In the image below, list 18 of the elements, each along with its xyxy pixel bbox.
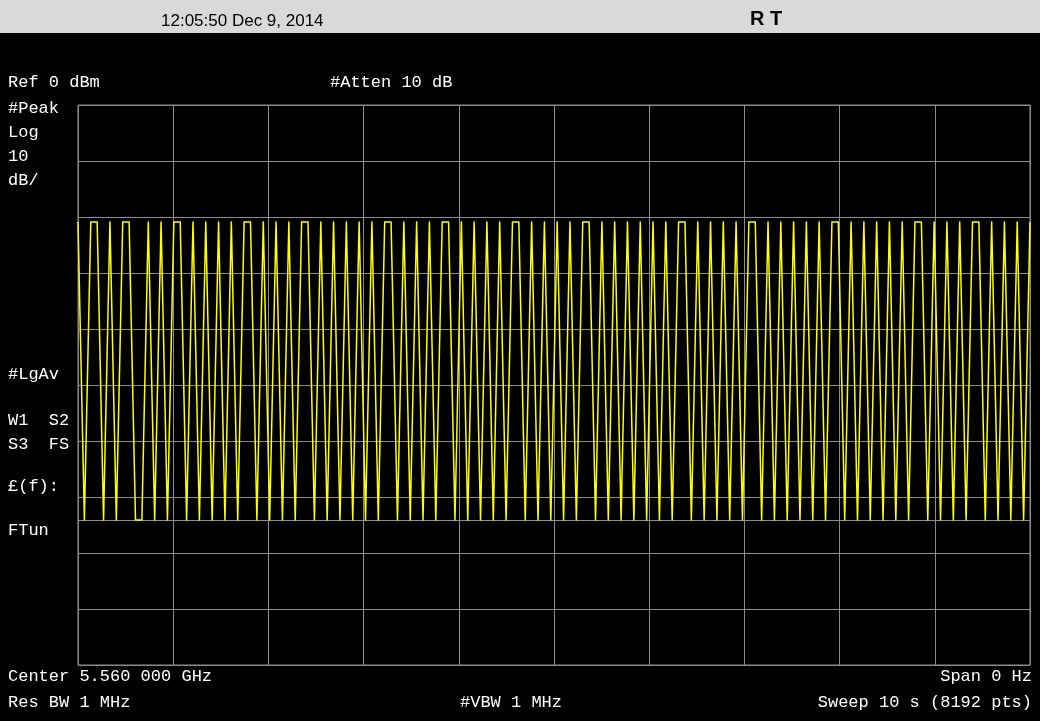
text: Log (8, 123, 39, 142)
text: W1 S2 (8, 411, 70, 430)
text: Ref 0 dBm (8, 73, 100, 92)
text: dB/ (8, 171, 39, 190)
text: Res BW 1 MHz (8, 693, 131, 712)
text: Span 0 Hz (940, 667, 1033, 686)
chart-title: 12:05:50 Dec 9, 2014 (161, 11, 324, 30)
text: S3 FS (8, 435, 70, 454)
text: #LgAv (8, 365, 60, 384)
text: 10 (8, 147, 29, 166)
text: Sweep 10 s (8192 pts) (817, 693, 1033, 712)
text: FTun (8, 521, 49, 540)
text: £(f): (8, 477, 60, 496)
text: R T (750, 7, 783, 29)
text: #VBW 1 MHz (460, 693, 563, 712)
text: Center 5.560 000 GHz (8, 667, 213, 686)
text: #Atten 10 dB (330, 73, 453, 92)
text: #Peak (8, 99, 60, 118)
